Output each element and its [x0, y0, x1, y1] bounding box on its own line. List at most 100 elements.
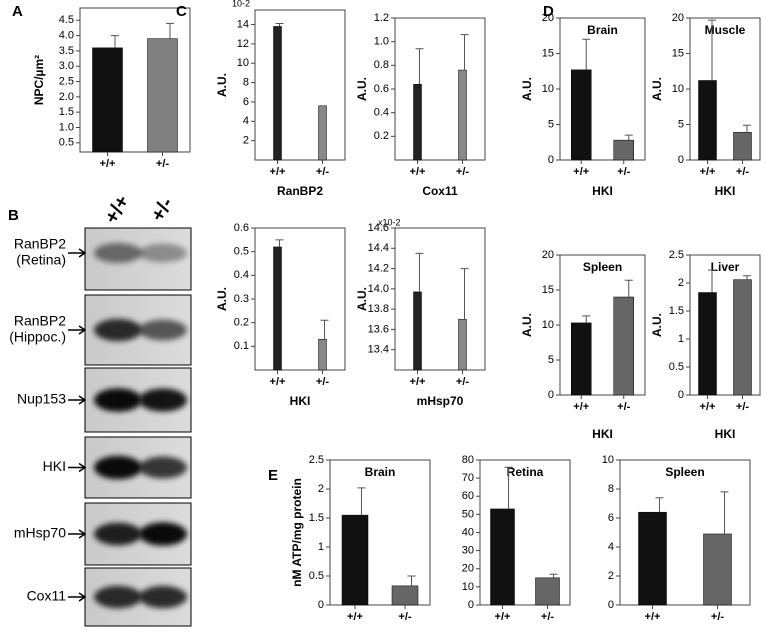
- y-tick-label: 4.5: [59, 14, 74, 26]
- y-tick-label: 2.5: [669, 249, 684, 261]
- bar: [318, 338, 327, 371]
- x-tick-label: +/+: [495, 611, 511, 623]
- x-tick-label: +/+: [700, 401, 716, 413]
- x-tick-label: +/-: [541, 611, 554, 623]
- error-bar: [275, 23, 284, 27]
- error-bar: [111, 35, 119, 48]
- error-bar: [407, 575, 416, 586]
- axis-multiplier: 10-2: [232, 0, 250, 8]
- y-tick-label: 0.1: [234, 340, 249, 352]
- y-tick-label: 20: [542, 12, 554, 24]
- x-axis-label: mHsp70: [417, 394, 464, 408]
- bar: [733, 132, 752, 161]
- plot-frame: [254, 227, 346, 371]
- y-tick-label: 4.0: [59, 29, 74, 41]
- bar: [92, 47, 123, 153]
- error-bar: [275, 239, 284, 247]
- y-tick-label: 14.6: [368, 222, 389, 234]
- y-tick-label: 20: [672, 12, 684, 24]
- y-tick-label: 10: [542, 83, 554, 95]
- bar: [613, 139, 634, 161]
- panel-label: A: [12, 3, 23, 20]
- error-bar: [708, 19, 716, 81]
- x-axis-label: HKI: [715, 184, 736, 198]
- y-tick-label: 0.4: [374, 107, 389, 119]
- y-tick-label: 1.0: [59, 121, 74, 133]
- blot-band: [94, 388, 142, 412]
- bar: [698, 292, 717, 396]
- y-tick-label: 2.5: [59, 75, 74, 87]
- plot-frame: [79, 7, 191, 153]
- y-tick-label: 80: [462, 454, 474, 466]
- bar: [273, 246, 282, 371]
- y-tick-label: 40: [462, 526, 474, 538]
- y-tick-label: 20: [542, 249, 554, 261]
- blot-band: [94, 522, 142, 546]
- x-axis-label: HKI: [592, 427, 613, 441]
- x-tick-label: +/-: [617, 166, 630, 178]
- blot-band: [94, 585, 142, 609]
- y-tick-label: 0: [548, 154, 554, 166]
- y-tick-label: 0.5: [234, 246, 249, 258]
- bar: [458, 319, 467, 371]
- y-tick-label: 0.3: [234, 293, 249, 305]
- lane-label: +/+: [101, 192, 135, 228]
- y-tick-label: 14.0: [368, 283, 389, 295]
- blot-band: [139, 585, 187, 609]
- y-tick-label: 14: [237, 18, 249, 30]
- y-axis-label: A.U.: [215, 287, 229, 311]
- y-tick-label: 14.4: [368, 242, 389, 254]
- x-tick-label: +/+: [347, 611, 363, 623]
- error-bar: [708, 269, 716, 293]
- chart-title: Muscle: [705, 23, 746, 37]
- plot-frame: [394, 17, 486, 161]
- y-tick-label: 0.2: [234, 317, 249, 329]
- y-tick-label: 0.5: [669, 361, 684, 373]
- blot-row-label: Cox11: [27, 588, 67, 604]
- chart-title: Spleen: [665, 465, 704, 479]
- y-tick-label: 13.6: [368, 323, 389, 335]
- error-bar: [504, 466, 513, 509]
- error-bar: [582, 315, 591, 323]
- panel-label: D: [543, 3, 554, 20]
- blot-band: [139, 319, 187, 341]
- x-tick-label: +/+: [573, 401, 589, 413]
- x-tick-label: +/-: [617, 401, 630, 413]
- bar: [458, 69, 467, 161]
- y-tick-label: 15: [672, 47, 684, 59]
- blot-band: [94, 243, 142, 263]
- plot-frame: [329, 459, 431, 606]
- error-bar: [743, 275, 751, 280]
- bar: [535, 577, 560, 606]
- blot-band: [139, 388, 187, 412]
- y-tick-label: 8: [608, 483, 614, 495]
- y-tick-label: 1: [678, 333, 684, 345]
- y-tick-label: 0: [468, 599, 474, 611]
- y-tick-label: 0.5: [309, 570, 324, 582]
- y-tick-label: 0.5: [59, 137, 74, 149]
- y-axis-label: nM ATP/mg protein: [290, 478, 304, 587]
- bar: [147, 38, 178, 153]
- y-tick-label: 60: [462, 490, 474, 502]
- y-tick-label: 15: [542, 47, 554, 59]
- y-tick-label: 6: [243, 96, 249, 108]
- chart-title: Retina: [507, 465, 544, 479]
- chart-title: Brain: [365, 465, 396, 479]
- arrow: [68, 592, 87, 602]
- y-tick-label: 0.4: [234, 269, 249, 281]
- y-tick-label: 2.5: [309, 454, 324, 466]
- bar: [318, 105, 327, 161]
- y-tick-label: 0: [318, 599, 324, 611]
- error-bar: [655, 497, 664, 513]
- y-axis-label: A.U.: [355, 77, 369, 101]
- y-tick-label: 10: [542, 319, 554, 331]
- y-tick-label: 0: [608, 599, 614, 611]
- y-tick-label: 1.0: [374, 36, 389, 48]
- bar: [571, 69, 592, 161]
- y-tick-label: 0: [678, 154, 684, 166]
- bar: [698, 80, 717, 161]
- bar: [413, 291, 422, 371]
- y-tick-label: 10: [462, 581, 474, 593]
- y-tick-label: 0.8: [374, 59, 389, 71]
